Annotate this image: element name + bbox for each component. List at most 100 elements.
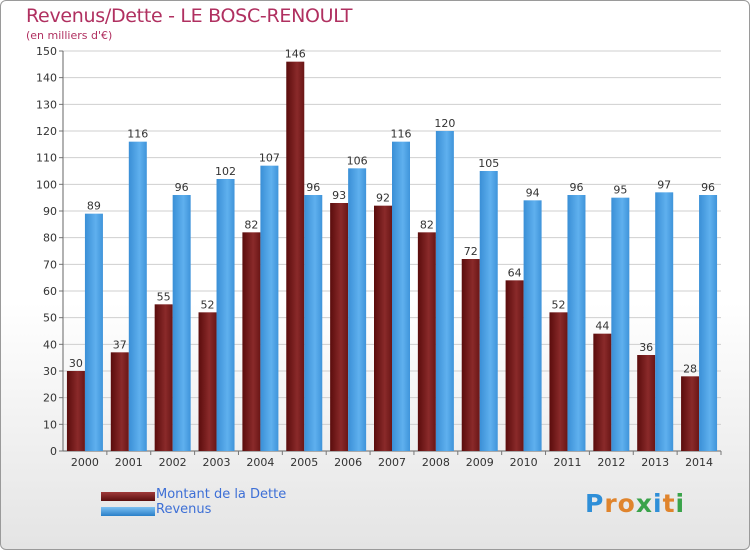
x-tick-label: 2013 xyxy=(641,456,669,469)
data-label-revenue: 89 xyxy=(87,200,101,213)
x-tick-label: 2003 xyxy=(203,456,231,469)
logo-letter: x xyxy=(635,489,653,518)
data-label-revenue: 120 xyxy=(434,117,455,130)
data-label-revenue: 105 xyxy=(478,157,499,170)
data-label-revenue: 95 xyxy=(613,184,627,197)
logo-letter: t xyxy=(662,489,676,518)
bar-revenue xyxy=(699,195,718,451)
y-tick-label: 10 xyxy=(43,418,57,431)
data-label-revenue: 97 xyxy=(657,178,671,191)
bar-revenue xyxy=(655,192,674,452)
bar-revenue xyxy=(479,171,498,451)
bar-revenue xyxy=(128,141,147,451)
data-label-debt: 146 xyxy=(285,48,306,61)
x-tick-label: 2002 xyxy=(159,456,187,469)
y-tick-label: 40 xyxy=(43,338,57,351)
bar-revenue xyxy=(172,195,191,451)
x-tick-label: 2009 xyxy=(466,456,494,469)
data-label-revenue: 96 xyxy=(701,181,715,194)
bar-revenue xyxy=(392,141,410,451)
bar-debt xyxy=(198,312,217,451)
bar-revenue xyxy=(523,200,542,451)
x-tick-label: 2001 xyxy=(115,456,143,469)
x-tick-label: 2014 xyxy=(685,456,713,469)
bar-debt xyxy=(110,352,129,451)
bar-debt xyxy=(286,61,305,452)
data-label-revenue: 102 xyxy=(215,165,236,178)
data-label-debt: 55 xyxy=(157,290,171,303)
bar-debt xyxy=(461,259,480,451)
y-tick-label: 60 xyxy=(43,285,57,298)
data-label-revenue: 96 xyxy=(175,181,189,194)
bar-debt xyxy=(242,232,261,451)
x-tick-label: 2011 xyxy=(553,456,581,469)
bar-debt xyxy=(681,376,700,451)
logo-letter: r xyxy=(604,489,618,518)
bar-debt xyxy=(154,304,173,451)
data-label-debt: 52 xyxy=(551,298,565,311)
x-tick-label: 2006 xyxy=(334,456,362,469)
y-tick-label: 30 xyxy=(43,365,57,378)
x-tick-label: 2010 xyxy=(510,456,538,469)
data-label-debt: 82 xyxy=(420,218,434,231)
legend-label-debt: Montant de la Dette xyxy=(156,487,287,502)
x-tick-label: 2004 xyxy=(246,456,274,469)
y-tick-label: 150 xyxy=(36,45,57,58)
x-tick-label: 2008 xyxy=(422,456,450,469)
data-label-debt: 36 xyxy=(639,341,653,354)
x-tick-label: 2000 xyxy=(71,456,99,469)
x-tick-label: 2012 xyxy=(597,456,625,469)
data-label-debt: 52 xyxy=(201,298,215,311)
logo-letter: o xyxy=(617,489,636,518)
data-label-revenue: 96 xyxy=(306,181,320,194)
bar-revenue xyxy=(348,168,367,452)
x-tick-label: 2007 xyxy=(378,456,406,469)
chart-subtitle: (en milliers d'€) xyxy=(26,29,113,42)
bar-debt xyxy=(66,371,85,451)
bar-debt xyxy=(417,232,436,451)
y-tick-label: 80 xyxy=(43,232,57,245)
bar-revenue xyxy=(216,179,235,451)
bar-debt xyxy=(593,333,612,451)
data-label-revenue: 107 xyxy=(259,152,280,165)
data-label-revenue: 106 xyxy=(347,154,368,167)
data-label-revenue: 116 xyxy=(391,128,412,141)
y-tick-label: 90 xyxy=(43,205,57,218)
y-tick-label: 110 xyxy=(36,152,57,165)
data-label-debt: 30 xyxy=(69,357,83,370)
data-label-debt: 64 xyxy=(508,266,522,279)
bar-debt xyxy=(374,205,392,451)
logo-letter: i xyxy=(653,489,663,518)
logo-letter: P xyxy=(585,489,605,518)
bar-revenue xyxy=(567,195,586,451)
data-label-debt: 93 xyxy=(332,189,346,202)
bar-debt xyxy=(505,280,524,451)
y-tick-label: 20 xyxy=(43,392,57,405)
y-tick-label: 140 xyxy=(36,72,57,85)
y-tick-label: 50 xyxy=(43,312,57,325)
data-label-revenue: 116 xyxy=(127,128,148,141)
y-tick-label: 100 xyxy=(36,178,57,191)
legend-label-revenue: Revenus xyxy=(156,502,212,517)
legend-swatch-debt xyxy=(101,492,155,501)
data-label-debt: 92 xyxy=(376,192,390,205)
data-label-revenue: 94 xyxy=(526,186,540,199)
bar-debt xyxy=(330,203,349,451)
x-tick-label: 2005 xyxy=(290,456,318,469)
bar-debt xyxy=(637,355,656,451)
bar-debt xyxy=(549,312,568,451)
data-label-debt: 72 xyxy=(464,245,478,258)
data-label-debt: 82 xyxy=(244,218,258,231)
bar-revenue xyxy=(260,165,279,451)
bar-revenue xyxy=(84,213,103,451)
y-tick-label: 0 xyxy=(50,445,57,458)
data-label-debt: 37 xyxy=(113,338,127,351)
bar-revenue xyxy=(304,195,323,451)
logo-letter: i xyxy=(675,489,686,518)
bar-revenue xyxy=(611,197,630,451)
chart-title: Revenus/Dette - LE BOSC-RENOULT xyxy=(26,5,353,27)
y-tick-label: 130 xyxy=(36,98,57,111)
data-label-debt: 44 xyxy=(595,320,609,333)
